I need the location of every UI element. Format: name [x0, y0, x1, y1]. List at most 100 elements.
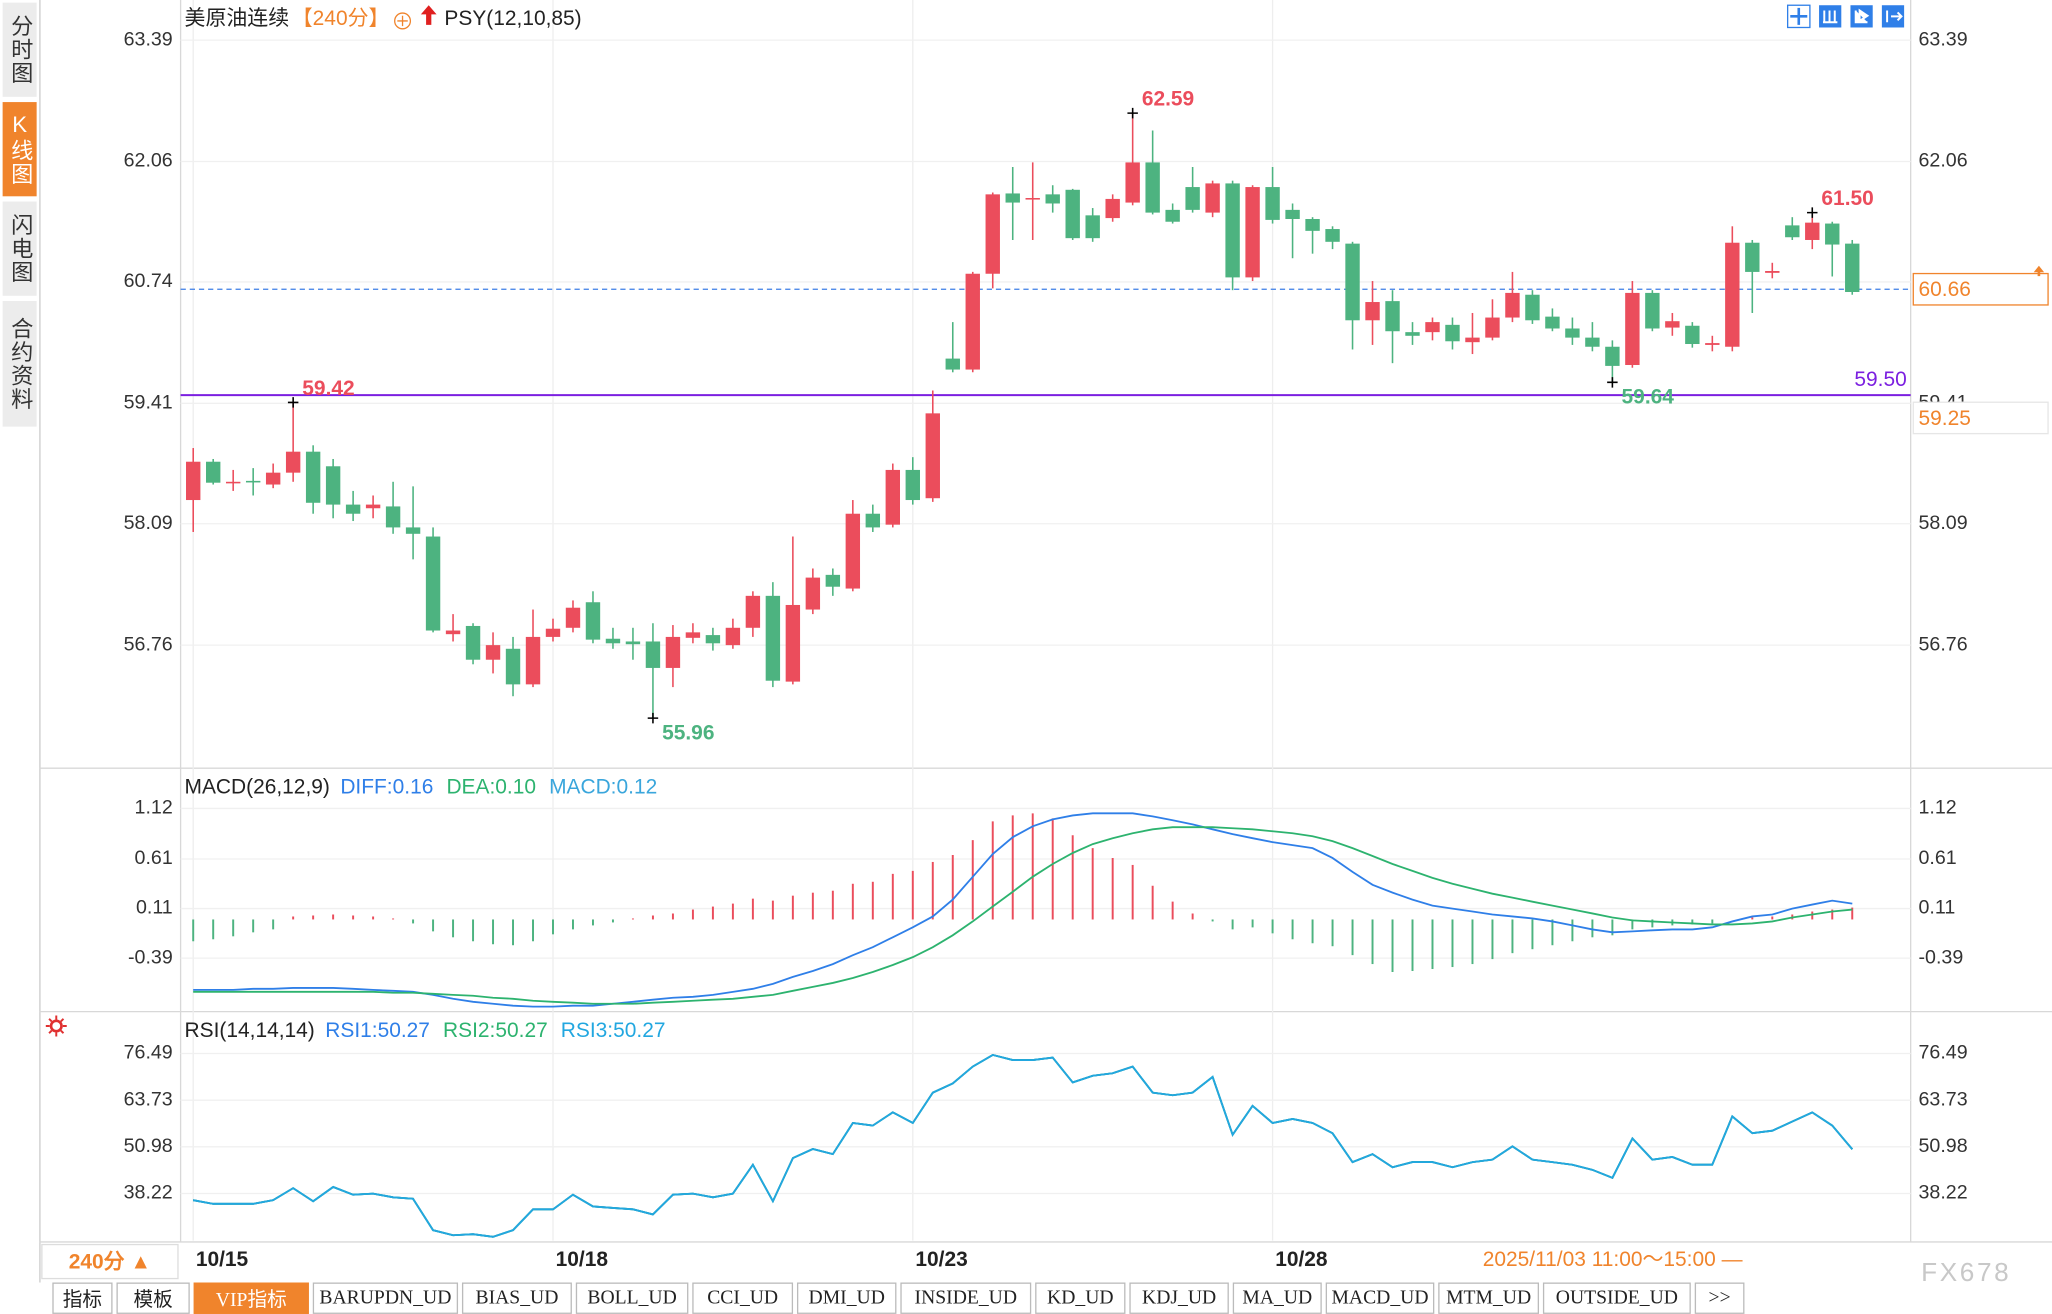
- candle-body: [1345, 243, 1360, 321]
- tab[interactable]: BIAS_UD: [461, 1282, 572, 1314]
- y-tick-label-right: 50.98: [1919, 1135, 1968, 1157]
- candle-body: [545, 628, 561, 637]
- legend-entry: RSI2:50.27: [443, 1019, 548, 1042]
- candle-body: [1185, 187, 1200, 210]
- candle-body: [1485, 317, 1500, 338]
- candle-body: [1085, 215, 1100, 239]
- y-tick-label: 0.11: [136, 897, 173, 919]
- x-tick-label: 10/28: [1275, 1248, 1327, 1271]
- candle-body: [1405, 332, 1420, 336]
- tab[interactable]: MA_UD: [1232, 1282, 1322, 1314]
- side-tab[interactable]: 分时图: [2, 2, 37, 97]
- y-tick-label-right: 38.22: [1919, 1182, 1968, 1204]
- ref-line-label: 59.50: [1854, 368, 1906, 391]
- icon: [1854, 8, 1870, 24]
- side-tab[interactable]: 闪电图: [2, 201, 37, 296]
- price-arrow: [2033, 265, 2045, 277]
- extreme-marker: [1807, 207, 1818, 218]
- candle-body: [565, 607, 581, 628]
- y-tick-label: 38.22: [124, 1182, 173, 1204]
- icon: [1822, 10, 1838, 24]
- candle-body: [865, 513, 881, 528]
- candle-body: [1065, 189, 1080, 239]
- y-tick-label-right: 58.09: [1919, 512, 1968, 534]
- candle-body: [1025, 198, 1040, 200]
- candle-body: [1365, 302, 1380, 321]
- tab[interactable]: CCI_UD: [692, 1282, 794, 1314]
- side-tab[interactable]: 合约资料: [2, 300, 37, 427]
- y-tick-label: 63.73: [124, 1088, 173, 1110]
- icon: [49, 1019, 63, 1033]
- y-tick-label: 1.12: [135, 797, 173, 819]
- tab[interactable]: MTM_UD: [1438, 1282, 1539, 1314]
- candle-body: [385, 506, 401, 528]
- candle-body: [785, 604, 801, 682]
- extreme-label: 59.64: [1622, 386, 1675, 409]
- tab[interactable]: OUTSIDE_UD: [1542, 1282, 1691, 1314]
- series-line: [193, 826, 1853, 1005]
- tab[interactable]: MACD_UD: [1325, 1282, 1435, 1314]
- icon: [1790, 7, 1808, 25]
- instrument-title: 美原油连续: [185, 7, 290, 30]
- candle-body: [265, 472, 281, 485]
- candle-body: [1205, 183, 1220, 213]
- indicator-title: RSI(14,14,14): [185, 1019, 315, 1042]
- indicator-tabs: 指标 模板 VIP指标 BARUPDN_UD BIAS_UD BOLL_UD C…: [52, 1282, 1748, 1314]
- candle-body: [365, 504, 381, 509]
- candle-body: [305, 451, 321, 503]
- tab[interactable]: KD_UD: [1035, 1282, 1126, 1314]
- candle-body: [1525, 294, 1540, 321]
- candle-body: [625, 641, 641, 645]
- sidebar: 分时图 K线图 闪电图 合约资料: [0, 0, 41, 1283]
- candle-body: [425, 536, 441, 631]
- series-line: [192, 1053, 1853, 1238]
- y-tick-label-right: -0.39: [1919, 946, 1964, 968]
- candle-body: [605, 638, 621, 644]
- y-tick-label-right: 1.12: [1919, 797, 1957, 819]
- candle-body: [225, 481, 241, 484]
- period-label: 【240分】: [292, 7, 390, 30]
- tab[interactable]: >>: [1694, 1282, 1745, 1314]
- candle-body: [885, 469, 901, 525]
- y-tick-label-right: 56.76: [1919, 633, 1968, 655]
- candle-body: [1005, 193, 1020, 203]
- side-tab[interactable]: K线图: [2, 102, 37, 197]
- tab[interactable]: 指标: [52, 1282, 113, 1314]
- settings-icon[interactable]: [45, 1015, 67, 1037]
- add-icon: [394, 12, 412, 30]
- candle-body: [945, 358, 960, 370]
- extreme-label: 55.96: [662, 721, 714, 744]
- y-tick-label: 62.06: [124, 150, 173, 172]
- extreme-marker: [1127, 107, 1138, 119]
- x-tick-label: 10/15: [196, 1248, 249, 1271]
- tab[interactable]: 模板: [116, 1282, 190, 1314]
- tab[interactable]: BARUPDN_UD: [312, 1282, 459, 1314]
- y-tick-label-right: 0.11: [1919, 897, 1956, 919]
- tab[interactable]: VIP指标: [193, 1282, 309, 1314]
- candle-body: [725, 627, 741, 646]
- candle-body: [1465, 337, 1480, 343]
- candle-body: [905, 469, 920, 501]
- period-box[interactable]: [41, 1243, 179, 1280]
- candle-body: [1605, 346, 1620, 366]
- candle-body: [1785, 225, 1800, 238]
- y-tick-label-right: 62.06: [1919, 150, 1968, 172]
- candle-body: [645, 641, 661, 668]
- candle-body: [1285, 209, 1300, 219]
- tab[interactable]: KDJ_UD: [1129, 1282, 1229, 1314]
- candle-body: [1665, 321, 1680, 328]
- series-line: [192, 1053, 1853, 1238]
- candle-body: [845, 513, 861, 589]
- y-tick-label-right: 63.73: [1919, 1088, 1968, 1110]
- tab[interactable]: INSIDE_UD: [900, 1282, 1032, 1314]
- price-tag-box: [1912, 272, 2049, 306]
- candle-body: [345, 504, 361, 514]
- period-select[interactable]: 240分 ▲: [69, 1250, 151, 1273]
- toolbar-icons: [1786, 4, 1905, 29]
- tab[interactable]: BOLL_UD: [575, 1282, 689, 1314]
- icon: [45, 1015, 67, 1037]
- icon: [1886, 10, 1903, 23]
- tab[interactable]: DMI_UD: [796, 1282, 897, 1314]
- price-tag-label: 59.25: [1919, 407, 1971, 430]
